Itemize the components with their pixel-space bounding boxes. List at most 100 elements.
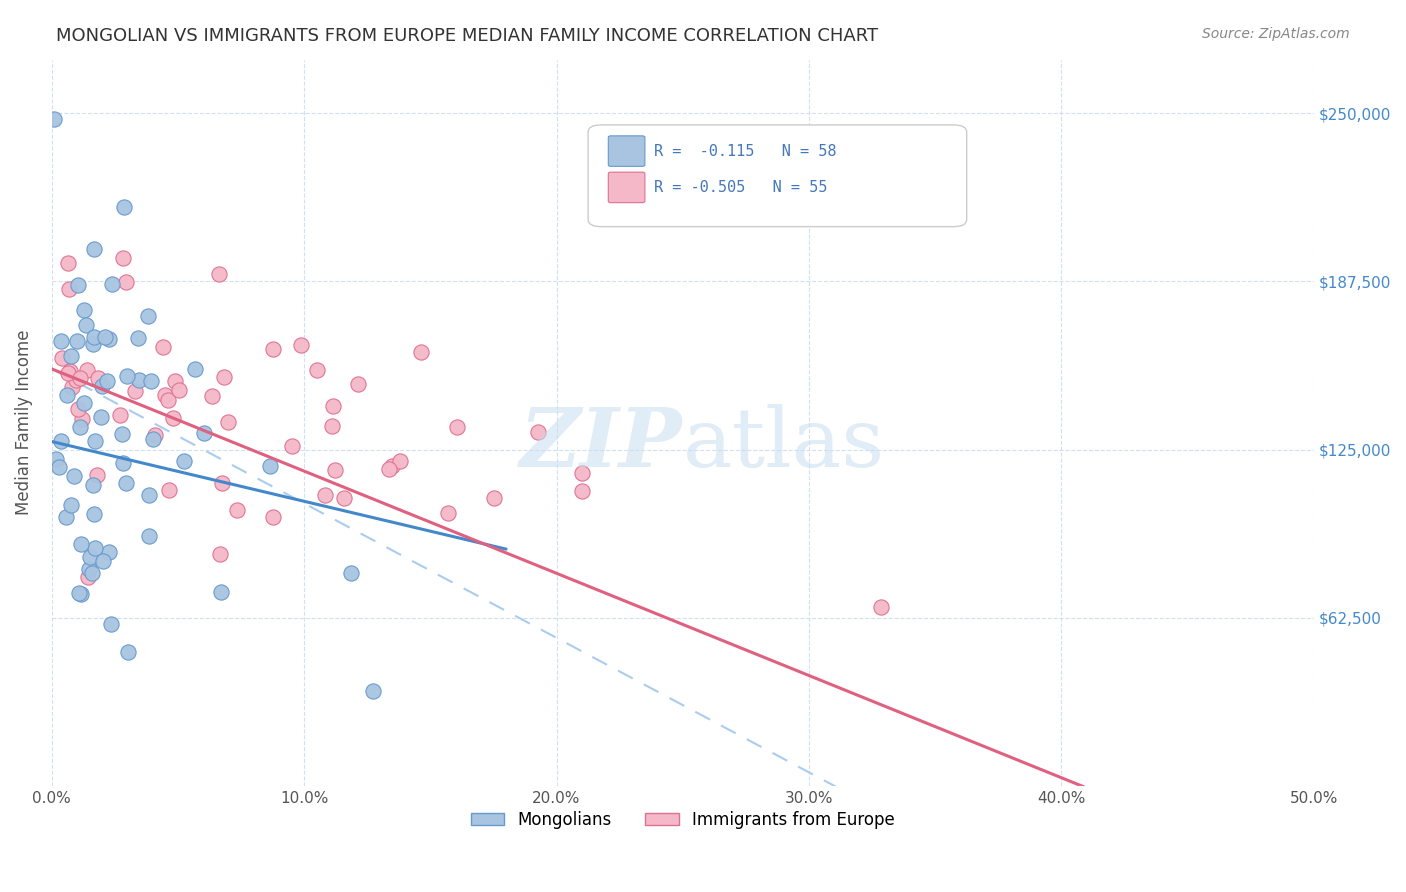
Point bbox=[55, 510, 77, 524]
Point bbox=[128, 373, 150, 387]
Point bbox=[167, 383, 190, 397]
Point bbox=[226, 503, 249, 517]
Text: MONGOLIAN VS IMMIGRANTS FROM EUROPE MEDIAN FAMILY INCOME CORRELATION CHART: MONGOLIAN VS IMMIGRANTS FROM EUROPE MEDI… bbox=[56, 27, 879, 45]
Point bbox=[84, 434, 107, 449]
Point bbox=[381, 458, 404, 473]
Point bbox=[207, 267, 229, 281]
Point bbox=[124, 384, 146, 398]
Point bbox=[111, 427, 134, 442]
Point bbox=[67, 586, 90, 600]
Point bbox=[138, 488, 160, 502]
Point bbox=[446, 420, 468, 434]
Point bbox=[184, 361, 207, 376]
Text: R = -0.505   N = 55: R = -0.505 N = 55 bbox=[654, 180, 827, 195]
Point bbox=[51, 351, 73, 366]
Point bbox=[77, 570, 100, 584]
Point bbox=[388, 454, 411, 468]
FancyBboxPatch shape bbox=[609, 172, 645, 202]
Y-axis label: Median Family Income: Median Family Income bbox=[15, 330, 32, 516]
Point bbox=[51, 434, 73, 448]
Point bbox=[90, 410, 112, 425]
Text: atlas: atlas bbox=[683, 404, 884, 484]
Point bbox=[112, 456, 135, 470]
Point bbox=[143, 428, 166, 442]
Point bbox=[70, 412, 93, 426]
Text: ZIP: ZIP bbox=[520, 404, 683, 484]
Point bbox=[59, 364, 82, 378]
Point bbox=[117, 645, 139, 659]
Point bbox=[201, 389, 224, 403]
Point bbox=[65, 373, 87, 387]
Point bbox=[79, 562, 101, 576]
Point bbox=[115, 369, 138, 384]
Point bbox=[217, 415, 239, 429]
Point bbox=[157, 483, 180, 497]
Point bbox=[173, 454, 195, 468]
Point bbox=[157, 392, 180, 407]
Point bbox=[45, 452, 67, 467]
Point bbox=[83, 242, 105, 256]
Point bbox=[323, 463, 346, 477]
Point bbox=[82, 337, 104, 351]
Point bbox=[212, 370, 235, 384]
Point bbox=[86, 467, 108, 482]
Point bbox=[60, 350, 83, 364]
Point bbox=[281, 438, 304, 452]
Point bbox=[49, 334, 72, 348]
Point bbox=[69, 419, 91, 434]
Point bbox=[108, 408, 131, 422]
Point bbox=[138, 529, 160, 543]
Point bbox=[112, 200, 135, 214]
Point bbox=[69, 537, 91, 551]
Point bbox=[378, 461, 401, 475]
Point bbox=[69, 371, 91, 385]
Point bbox=[83, 541, 105, 555]
Point bbox=[262, 509, 284, 524]
Point bbox=[72, 396, 94, 410]
Point bbox=[98, 332, 121, 346]
Point bbox=[165, 374, 187, 388]
Text: R =  -0.115   N = 58: R = -0.115 N = 58 bbox=[654, 144, 837, 159]
Point bbox=[114, 275, 136, 289]
Point bbox=[262, 342, 284, 356]
Point bbox=[347, 376, 370, 391]
Point bbox=[56, 388, 79, 402]
Point bbox=[82, 478, 104, 492]
Point bbox=[60, 380, 83, 394]
Point bbox=[437, 506, 460, 520]
Point bbox=[305, 362, 328, 376]
Point bbox=[100, 617, 122, 632]
Point bbox=[153, 388, 176, 402]
Point bbox=[91, 554, 114, 568]
Point bbox=[211, 476, 233, 491]
Point bbox=[361, 683, 384, 698]
Point bbox=[136, 309, 159, 323]
Point bbox=[87, 371, 110, 385]
Point bbox=[209, 548, 232, 562]
Point bbox=[70, 586, 93, 600]
Point bbox=[333, 491, 356, 505]
Point bbox=[83, 507, 105, 521]
Point bbox=[114, 476, 136, 491]
Point bbox=[58, 282, 80, 296]
Point bbox=[322, 399, 344, 413]
FancyBboxPatch shape bbox=[588, 125, 967, 227]
Point bbox=[83, 330, 105, 344]
Point bbox=[98, 544, 121, 558]
Point bbox=[67, 278, 90, 293]
Point bbox=[60, 498, 83, 512]
Point bbox=[111, 251, 134, 265]
Point bbox=[314, 488, 336, 502]
Point bbox=[142, 432, 165, 446]
Point bbox=[139, 374, 162, 388]
Point bbox=[96, 374, 118, 388]
Point bbox=[76, 363, 98, 377]
Point bbox=[90, 379, 112, 393]
Point bbox=[340, 566, 363, 580]
Point bbox=[321, 419, 343, 434]
Point bbox=[48, 460, 70, 475]
Point bbox=[82, 566, 104, 581]
Point bbox=[259, 458, 281, 473]
Point bbox=[193, 425, 215, 440]
Point bbox=[66, 334, 89, 348]
